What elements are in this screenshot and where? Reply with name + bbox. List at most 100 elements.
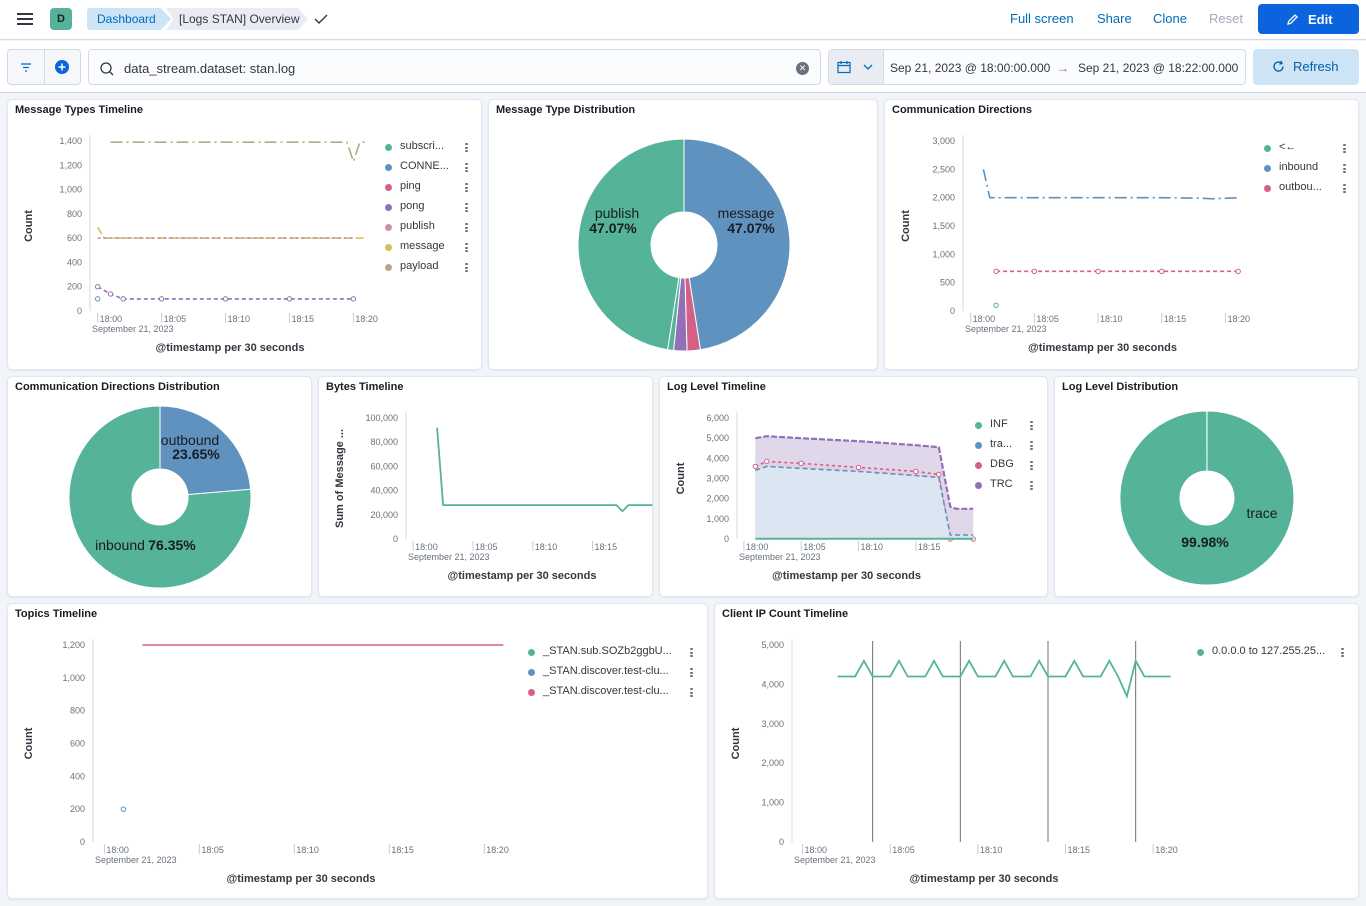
clear-icon[interactable]: ✕: [796, 62, 809, 75]
panel-message-types-timeline: Message Types Timeline 0 200 400 600 800 1,00…: [7, 99, 482, 370]
legend-color-dot: [528, 649, 535, 656]
y-tick-label: 1,000: [59, 185, 82, 195]
legend-menu-icon[interactable]: [1030, 461, 1033, 472]
x-tick-label: 18:20: [1227, 314, 1250, 324]
legend-color-dot: [385, 264, 392, 271]
x-tick-label: 18:20: [1155, 845, 1178, 855]
legend-menu-icon[interactable]: [1030, 421, 1033, 432]
communication-directions-chart: 0 500 1,000 1,500 2,000 2,500 3,000 18:00 18:05 1…: [900, 135, 1250, 354]
legend-menu-icon[interactable]: [465, 203, 468, 214]
x-tick-label: 18:10: [861, 542, 884, 552]
legend-menu-icon[interactable]: [690, 648, 693, 659]
legend-color-dot: [975, 482, 982, 489]
legend-menu-icon[interactable]: [690, 688, 693, 699]
reset-link[interactable]: Reset: [1209, 11, 1243, 26]
legend-menu-icon[interactable]: [465, 263, 468, 274]
x-tick-label: 18:05: [164, 314, 187, 324]
filter-icon[interactable]: [20, 62, 32, 73]
x-date-label: September 21, 2023: [95, 855, 177, 865]
y-tick-label: 5,000: [761, 640, 784, 650]
legend-label: outbou...: [1279, 181, 1322, 193]
x-axis-title: @timestamp per 30 seconds: [156, 342, 305, 354]
legend-label: ping: [400, 180, 421, 192]
legend-color-dot: [975, 422, 982, 429]
x-axis-title: @timestamp per 30 seconds: [910, 873, 1059, 885]
pie-slice: [577, 138, 685, 351]
panel-title: Log Level Distribution: [1062, 381, 1179, 393]
legend-label: pong: [400, 200, 425, 212]
legend-color-dot: [385, 184, 392, 191]
legend-menu-icon[interactable]: [465, 223, 468, 234]
x-tick-label: 18:10: [228, 314, 251, 324]
date-end[interactable]: Sep 21, 2023 @ 18:22:00.000: [1078, 61, 1239, 75]
legend-label: inbound: [1279, 161, 1319, 173]
data-point: [158, 296, 165, 302]
y-tick-label: 0: [950, 306, 955, 316]
x-date-label: September 21, 2023: [92, 324, 174, 334]
check-icon[interactable]: [313, 10, 329, 28]
legend-menu-icon[interactable]: [465, 143, 468, 154]
legend-color-dot: [1264, 185, 1271, 192]
x-tick-label: 18:00: [973, 314, 996, 324]
x-tick-label: 18:00: [746, 542, 769, 552]
y-axis-title: Count: [23, 727, 35, 759]
legend-label: TRC: [990, 478, 1013, 490]
y-tick-label: 3,000: [761, 719, 784, 729]
y-tick-label: 1,200: [59, 160, 82, 170]
date-start[interactable]: Sep 21, 2023 @ 18:00:00.000: [890, 61, 1051, 75]
edit-button[interactable]: Edit: [1258, 4, 1359, 34]
panel-log-level-timeline: Log Level Timeline 0 1,000 2,000 3,000 4,000…: [659, 376, 1048, 597]
menu-icon[interactable]: [14, 10, 36, 30]
slice-label: trace: [1246, 505, 1277, 521]
refresh-button[interactable]: Refresh: [1253, 49, 1359, 85]
slice-label: outbound: [161, 432, 219, 448]
slice-label: message: [718, 205, 775, 221]
panel-title: Topics Timeline: [15, 608, 98, 620]
panel-title: Log Level Timeline: [667, 381, 766, 393]
legend-menu-icon[interactable]: [1343, 184, 1346, 195]
legend-menu-icon[interactable]: [690, 668, 693, 679]
legend-label: publish: [400, 220, 435, 232]
query-bar: data_stream.dataset: stan.log ✕ Sep 21, …: [0, 41, 1366, 93]
data-point: [936, 471, 942, 478]
calendar-icon: [837, 61, 851, 74]
breadcrumb-dashboard[interactable]: Dashboard: [87, 8, 171, 30]
full-screen-link[interactable]: Full screen: [1010, 11, 1074, 26]
space-avatar[interactable]: D: [50, 8, 72, 30]
add-filter-icon[interactable]: [54, 59, 70, 75]
legend-menu-icon[interactable]: [1343, 144, 1346, 155]
share-link[interactable]: Share: [1097, 11, 1132, 26]
legend-menu-icon[interactable]: [465, 183, 468, 194]
message-types-timeline-chart: 0 200 400 600 800 1,000 1,200 1,400 18:00 18:05 18…: [23, 135, 378, 354]
data-point: [1159, 268, 1165, 275]
series-line: [436, 427, 653, 513]
legend-menu-icon[interactable]: [465, 243, 468, 254]
series-line: [755, 465, 974, 536]
legend-menu-icon[interactable]: [1343, 164, 1346, 175]
legend-menu-icon[interactable]: [1030, 441, 1033, 452]
clone-link[interactable]: Clone: [1153, 11, 1187, 26]
y-tick-label: 6,000: [706, 413, 729, 423]
legend-label: tra...: [990, 438, 1013, 450]
search-input[interactable]: data_stream.dataset: stan.log ✕: [88, 49, 821, 85]
data-point: [1235, 268, 1241, 275]
pie-slice: [1119, 410, 1295, 586]
legend-menu-icon[interactable]: [465, 163, 468, 174]
series-area: [755, 466, 974, 539]
quick-date-button[interactable]: [829, 50, 884, 84]
y-tick-label: 400: [67, 257, 82, 267]
log-level-timeline-chart: 0 1,000 2,000 3,000 4,000 5,000 6,000 18:00 18:0…: [675, 412, 976, 582]
series-line: [837, 658, 1171, 699]
legend-label: message: [400, 240, 445, 252]
y-tick-label: 4,000: [761, 679, 784, 689]
panel-title: Client IP Count Timeline: [722, 608, 849, 620]
legend-menu-icon[interactable]: [1341, 648, 1344, 659]
panel-title: Message Types Timeline: [15, 104, 143, 116]
x-date-label: September 21, 2023: [739, 552, 821, 562]
legend-label: payload: [400, 260, 439, 272]
legend-menu-icon[interactable]: [1030, 481, 1033, 492]
legend-color-dot: [975, 462, 982, 469]
y-tick-label: 40,000: [370, 486, 398, 496]
legend-label: 0.0.0.0 to 127.255.25...: [1212, 645, 1326, 657]
